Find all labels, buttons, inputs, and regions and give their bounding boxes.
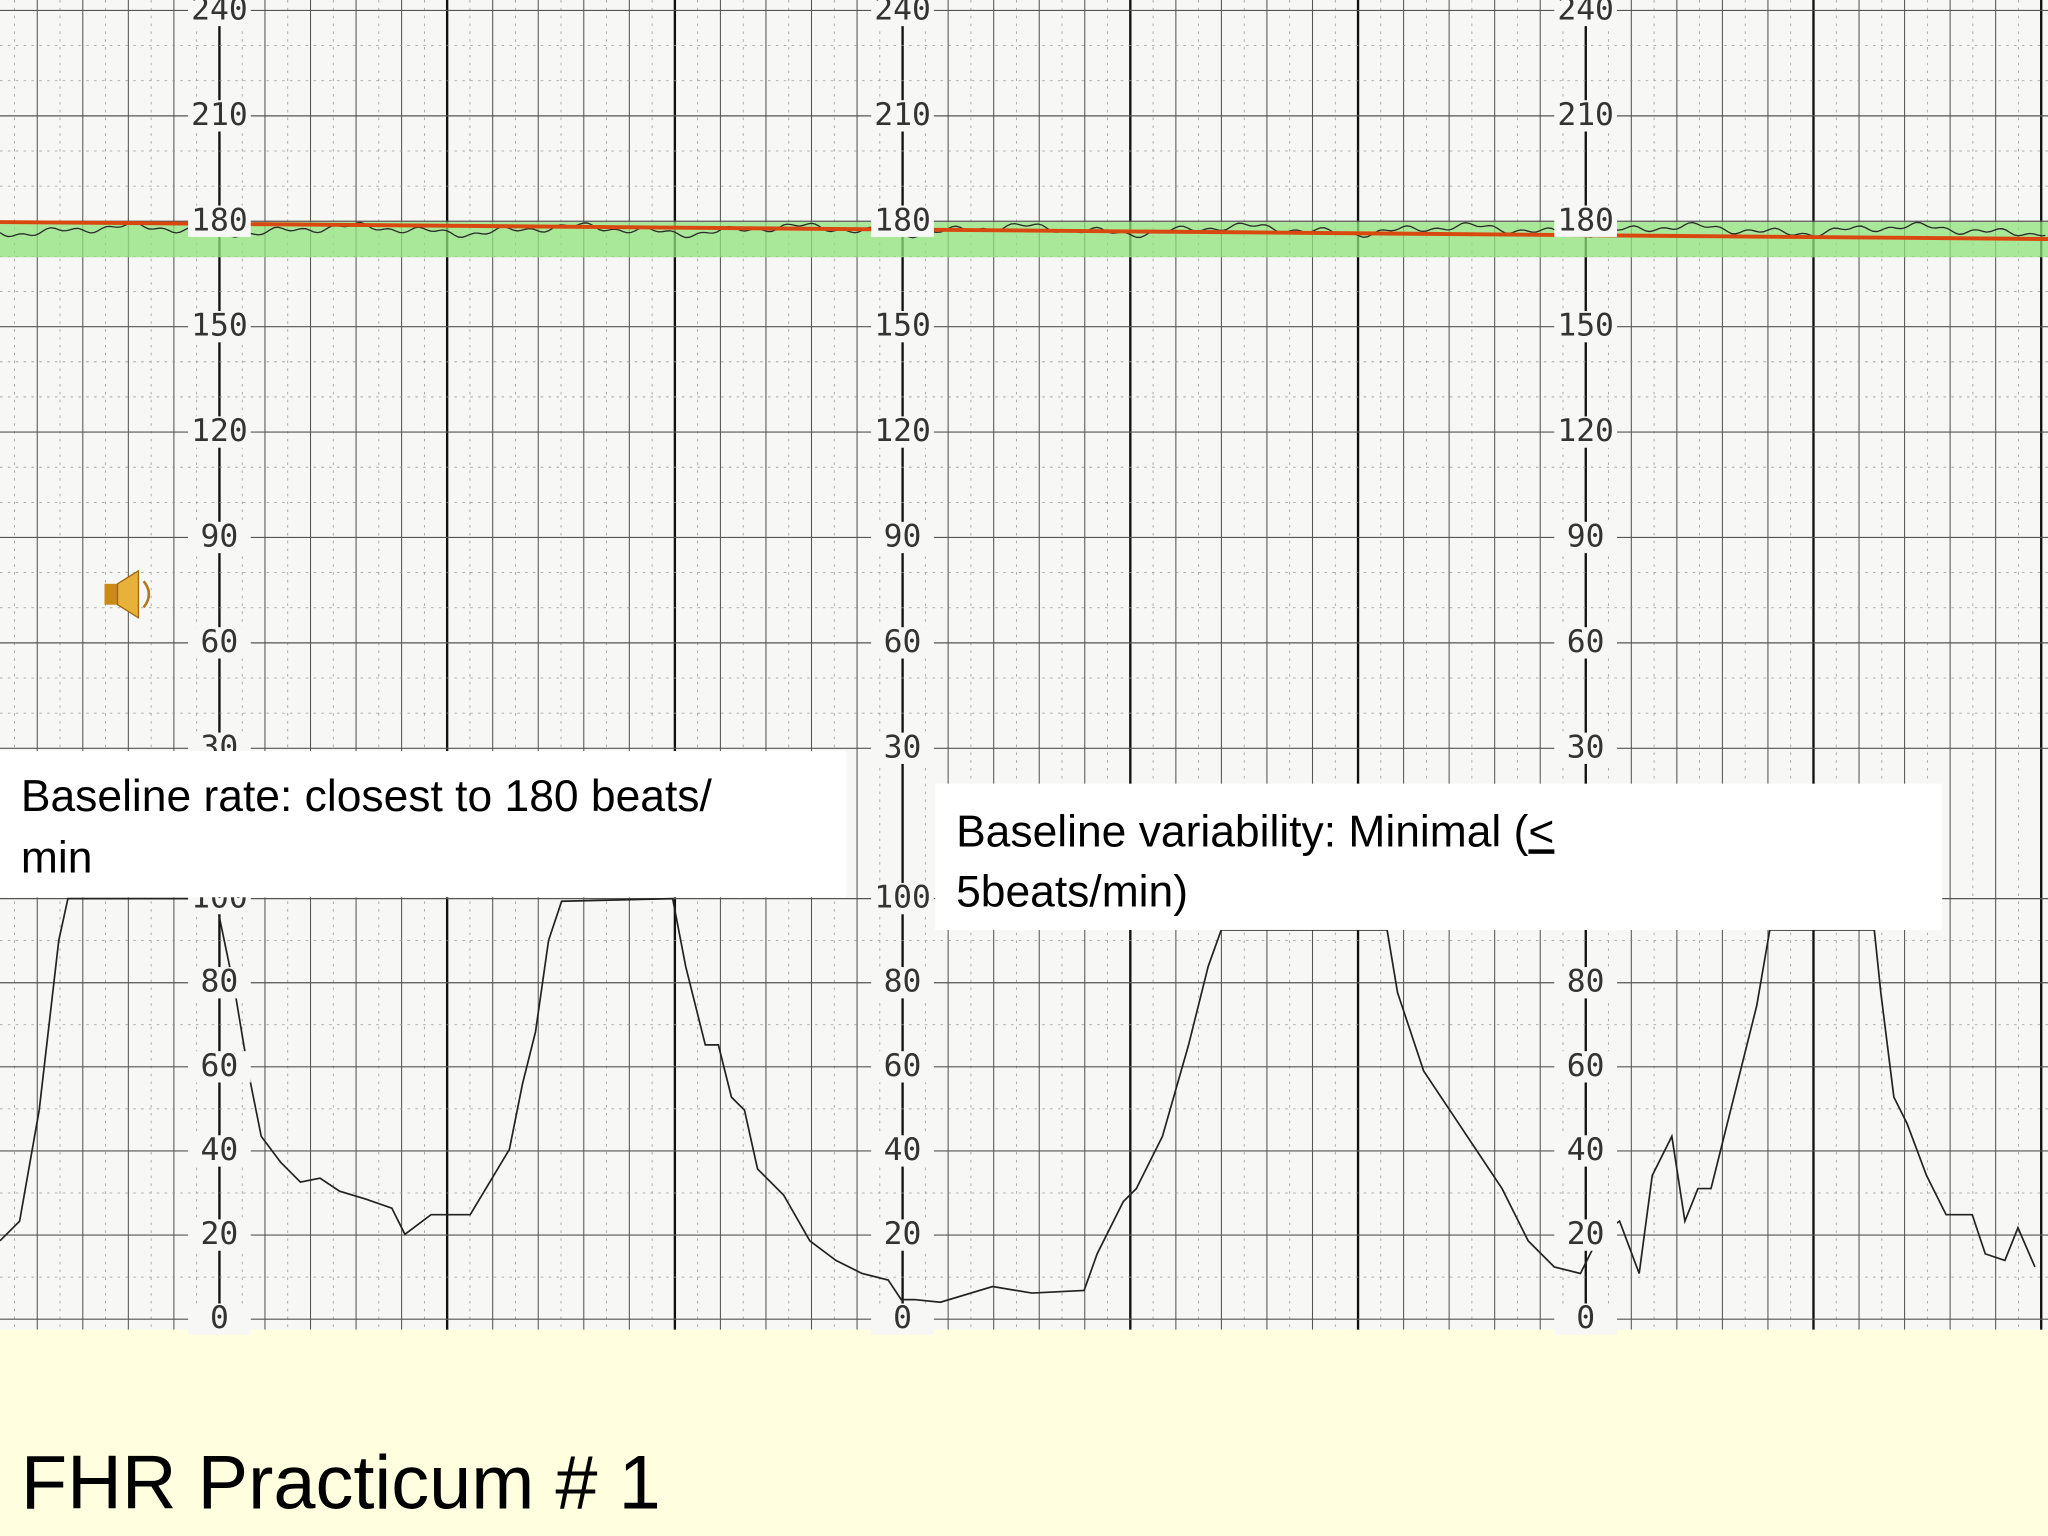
fhr-scale-label: 90 [201, 518, 239, 554]
label-backing [188, 416, 251, 448]
label-backing [871, 732, 934, 764]
fhr-scale-label: 240 [1557, 0, 1614, 27]
ua-scale-label: 0 [893, 1300, 912, 1336]
note-text: min [21, 833, 93, 882]
ua-scale-label: 20 [201, 1216, 239, 1252]
fhr-scale-label: 60 [1567, 624, 1605, 660]
strip-paper [0, 0, 2048, 1330]
note-text: Baseline variability: Minimal ( [956, 807, 1529, 856]
fhr-scale-label: 150 [191, 308, 248, 344]
fhr-scale-label: 210 [1557, 97, 1614, 133]
fhr-scale-label: 180 [874, 202, 931, 238]
slide-title: FHR Practicum # 1 [21, 1441, 661, 1526]
label-backing [871, 1135, 934, 1167]
label-backing [188, 100, 251, 132]
baseline-line [0, 220, 2048, 241]
ua-trace [0, 897, 2036, 1304]
label-backing [1554, 1135, 1617, 1167]
label-backing [188, 967, 251, 999]
fhr-scale-label: 180 [191, 202, 248, 238]
fhr-scale-label: 30 [884, 729, 922, 765]
label-backing [1554, 100, 1617, 132]
label-backing [871, 0, 934, 27]
ua-scale-label: 20 [1567, 1216, 1605, 1252]
label-backing [871, 100, 934, 132]
note-text: Baseline variability: Minimal (< [956, 807, 1554, 856]
fhr-scale-label: 120 [191, 413, 248, 449]
label-backing [871, 310, 934, 343]
fhr-scale-label: 120 [874, 413, 931, 449]
label-backing [1554, 521, 1617, 554]
fhr-scale-label: 60 [884, 624, 922, 660]
ua-scale-label: 60 [1567, 1048, 1605, 1084]
ua-scale-label: 60 [884, 1048, 922, 1084]
label-backing [188, 627, 251, 659]
fhr-scale-label: 240 [191, 0, 248, 27]
fhr-scale-label: 150 [1557, 308, 1614, 344]
grid [0, 0, 2048, 1330]
label-backing [188, 1135, 251, 1167]
label-backing [188, 0, 251, 27]
label-backing [1554, 1303, 1617, 1335]
ua-scale-label: 40 [201, 1132, 239, 1168]
fhr-scale-label: 30 [1567, 729, 1605, 765]
label-backing [1554, 1051, 1617, 1083]
label-backing [871, 205, 934, 237]
label-backing [188, 1303, 251, 1335]
fhr-scale-label: 150 [874, 308, 931, 344]
note-box [0, 751, 847, 898]
label-backing [1554, 1219, 1617, 1251]
label-backing [871, 416, 934, 448]
label-backing [188, 1051, 251, 1083]
fhr-scale-label: 180 [1557, 202, 1614, 238]
label-backing [1554, 205, 1617, 237]
ua-scale-label: 40 [1567, 1132, 1605, 1168]
label-backing [871, 882, 934, 915]
label-backing [188, 310, 251, 343]
ua-scale-label: 0 [210, 1300, 229, 1336]
ua-scale-label: 0 [1576, 1300, 1595, 1336]
label-backing [1554, 627, 1617, 659]
fhr-scale-label: 240 [874, 0, 931, 27]
fhr-scale-label: 210 [874, 97, 931, 133]
label-backing [1554, 416, 1617, 448]
label-backing [1554, 0, 1617, 27]
ua-scale-label: 80 [884, 964, 922, 1000]
label-backing [871, 1051, 934, 1083]
note-box [935, 783, 1943, 930]
note-symbol: < [1528, 807, 1554, 856]
scale-labels: 240 210 180 150 120 90 60 30 100 80 60 40 20 0 240 210 1… [188, 0, 1617, 1336]
fhr-scale-label: 210 [191, 97, 248, 133]
ua-scale-label: 80 [201, 964, 239, 1000]
note-text: Baseline rate: closest to 180 beats/ [21, 772, 713, 821]
note-text: 5beats/min) [956, 867, 1188, 916]
label-backing [188, 205, 251, 237]
baseline-band [0, 222, 2048, 258]
speaker-icon[interactable] [104, 569, 151, 619]
label-backing [871, 627, 934, 659]
ua-scale-label: 80 [1567, 964, 1605, 1000]
fhr-scale-label: 90 [884, 518, 922, 554]
ua-scale-label: 40 [884, 1132, 922, 1168]
ua-scale-label: 100 [874, 880, 931, 916]
ua-scale-label: 60 [201, 1048, 239, 1084]
label-backing [188, 521, 251, 554]
label-backing [1554, 732, 1617, 764]
label-backing [188, 1219, 251, 1251]
label-backing [871, 521, 934, 554]
label-backing [1554, 967, 1617, 999]
label-backing [871, 1303, 934, 1335]
fhr-scale-label: 60 [201, 624, 239, 660]
ua-scale-label: 20 [884, 1216, 922, 1252]
label-backing [871, 1219, 934, 1251]
fhr-scale-label: 120 [1557, 413, 1614, 449]
fhr-scale-label: 90 [1567, 518, 1605, 554]
label-backing [1554, 310, 1617, 343]
label-backing [871, 967, 934, 999]
